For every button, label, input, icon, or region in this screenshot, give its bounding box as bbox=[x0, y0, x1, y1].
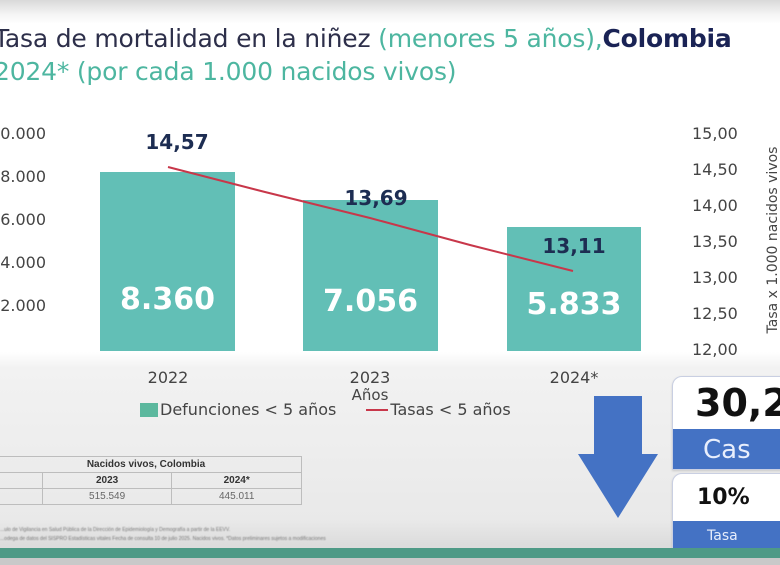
bar-2022: 8.360 bbox=[100, 172, 235, 351]
bar-value-label: 7.056 bbox=[323, 284, 418, 319]
title-line2: 2024* (por cada 1.000 nacidos vivos) bbox=[0, 57, 457, 86]
births-table: Nacidos vivos, Colombia 2023 2024* 5 515… bbox=[0, 456, 302, 505]
births-table-cell: 445.011 bbox=[171, 488, 302, 505]
y2-tick: 13,00 bbox=[692, 268, 738, 287]
y-tick-left: 6.000 bbox=[0, 210, 46, 229]
title-country: Colombia bbox=[602, 24, 732, 53]
bar-value-label: 8.360 bbox=[120, 282, 215, 317]
stat-card-value: 30,2 bbox=[695, 381, 780, 425]
bar-value-label: 5.833 bbox=[526, 287, 622, 322]
rate-label-2023: 13,69 bbox=[344, 186, 408, 210]
y-tick-left: 4.000 bbox=[0, 253, 46, 272]
stat-card-label: Tasa bbox=[673, 521, 780, 549]
stat-card-value: 10% bbox=[697, 485, 750, 510]
x-category-2023: 2023 bbox=[349, 368, 391, 387]
y-tick-left: 10.000 bbox=[0, 124, 46, 143]
chart-legend: Defunciones < 5 años Tasas < 5 años bbox=[140, 400, 541, 419]
y2-tick: 15,00 bbox=[692, 124, 738, 143]
births-table-header: 2023 bbox=[41, 472, 173, 489]
legend-label: Tasas < 5 años bbox=[390, 400, 511, 419]
stat-card-rate: 10% Tasa bbox=[672, 473, 780, 550]
legend-label: Defunciones < 5 años bbox=[160, 400, 337, 419]
y2-tick: 14,00 bbox=[692, 196, 738, 215]
footnote-source: ...ulo de Vigilancia en Salud Pública de… bbox=[0, 527, 231, 533]
footer-shadow bbox=[0, 558, 780, 565]
stat-card-cases: 30,2 Cas bbox=[672, 376, 780, 470]
births-table-title: Nacidos vivos, Colombia bbox=[0, 456, 302, 473]
down-arrow-icon bbox=[578, 396, 658, 518]
footer-band bbox=[0, 548, 780, 558]
births-table-header: 2024* bbox=[171, 472, 302, 489]
legend-swatch-bar bbox=[140, 402, 158, 417]
legend-item-deaths: Defunciones < 5 años bbox=[140, 400, 336, 419]
births-table-cell: 515.549 bbox=[41, 488, 173, 505]
stat-card-label: Cas bbox=[673, 429, 780, 469]
births-table-cell: 5 bbox=[0, 488, 43, 505]
title-subgroup: (menores 5 años), bbox=[378, 24, 603, 53]
title-main: Tasa de mortalidad en la niñez bbox=[0, 24, 379, 53]
legend-item-rates: Tasas < 5 años bbox=[366, 400, 511, 419]
y-tick-left: 2.000 bbox=[0, 296, 46, 315]
x-category-2022: 2022 bbox=[147, 368, 189, 387]
bar-2023: 7.056 bbox=[303, 200, 438, 351]
y2-tick: 12,50 bbox=[692, 304, 738, 323]
bar-2024: 5.833 bbox=[507, 227, 641, 351]
x-category-2024: 2024* bbox=[549, 368, 599, 387]
y2-tick: 14,50 bbox=[692, 160, 738, 179]
y2-tick: 13,50 bbox=[692, 232, 738, 251]
rate-label-2022: 14,57 bbox=[145, 130, 209, 154]
y-tick-left: 8.000 bbox=[0, 167, 46, 186]
footnote-date: ...odega de datos del SISPRO Estadística… bbox=[0, 536, 326, 542]
rate-label-2024: 13,11 bbox=[542, 234, 606, 258]
legend-swatch-line bbox=[366, 408, 389, 411]
births-table-header bbox=[0, 472, 43, 489]
x-axis-title: Años bbox=[351, 386, 389, 404]
y2-tick: 12,00 bbox=[692, 340, 738, 359]
chart-title: Tasa de mortalidad en la niñez (menores … bbox=[0, 22, 732, 88]
